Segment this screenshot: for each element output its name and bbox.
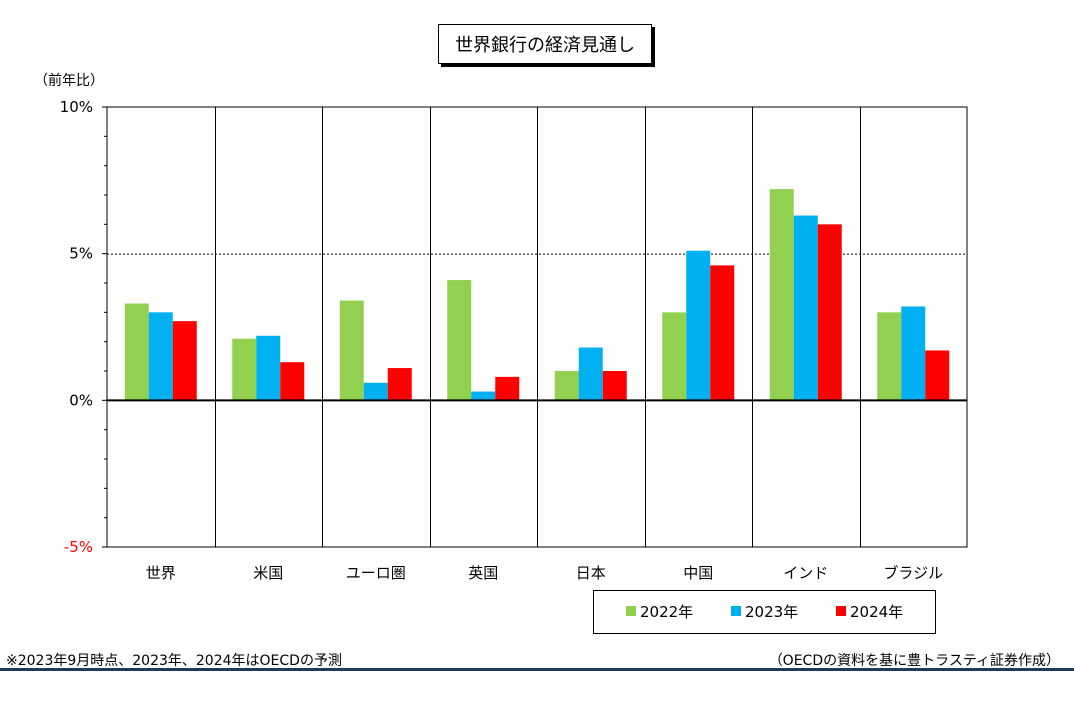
bar-2024年 — [280, 362, 305, 401]
bar-2023年 — [363, 382, 388, 401]
x-category-label: インド — [783, 564, 828, 582]
bottom-divider — [0, 668, 1074, 671]
bar-2022年 — [662, 312, 687, 401]
legend-swatch — [731, 606, 741, 616]
bar-2024年 — [925, 350, 950, 401]
y-tick-label: 5% — [69, 245, 93, 263]
axis-layer: 10% 5% 0% -5% 世界 米国 ユーロ圏 英国 日本 中国 インド ブラジル — [60, 98, 967, 582]
x-category-label: ユーロ圏 — [346, 564, 406, 582]
bar-2024年 — [710, 265, 735, 401]
bar-2023年 — [793, 215, 818, 401]
legend: 2022年 2023年 2024年 — [593, 590, 936, 634]
bar-2022年 — [339, 300, 364, 401]
y-tick-label: 10% — [60, 98, 93, 116]
bar-2024年 — [172, 321, 197, 401]
bar-2023年 — [578, 347, 603, 401]
bar-2022年 — [877, 312, 902, 401]
x-category-label: 日本 — [576, 564, 606, 582]
y-tick-label: -5% — [64, 538, 93, 556]
x-category-label: 世界 — [146, 564, 176, 582]
x-category-label: 米国 — [253, 564, 283, 582]
bar-2023年 — [256, 335, 281, 401]
legend-frame — [593, 590, 936, 634]
bar-2024年 — [387, 368, 412, 401]
bar-2022年 — [554, 371, 579, 401]
bar-2023年 — [471, 391, 496, 401]
y-axis-unit-label: （前年比） — [34, 73, 104, 89]
y-tick-label: 0% — [69, 391, 93, 409]
bar-2022年 — [769, 189, 794, 401]
bar-2022年 — [232, 338, 257, 401]
bar-2023年 — [901, 306, 926, 401]
footnote-source-credit: （OECDの資料を基に豊トラスティ証券作成） — [768, 653, 1060, 669]
bar-2022年 — [447, 280, 472, 401]
legend-label: 2022年 — [640, 603, 693, 621]
bar-2022年 — [124, 303, 149, 401]
legend-label: 2024年 — [850, 603, 903, 621]
legend-swatch — [836, 606, 846, 616]
bar-2024年 — [817, 224, 842, 401]
x-category-label: 英国 — [468, 564, 498, 582]
x-category-label: 中国 — [683, 564, 713, 582]
bar-2024年 — [495, 376, 520, 401]
bar-2023年 — [686, 250, 711, 401]
bar-2023年 — [148, 312, 173, 401]
chart-title: 世界銀行の経済見通し — [438, 24, 652, 64]
x-category-label: ブラジル — [883, 564, 943, 582]
footnote-source-date: ※2023年9月時点、2023年、2024年はOECDの予測 — [6, 653, 342, 669]
legend-swatch — [626, 606, 636, 616]
bar-2024年 — [602, 371, 627, 401]
bars-layer — [124, 189, 950, 401]
legend-label: 2023年 — [745, 603, 798, 621]
